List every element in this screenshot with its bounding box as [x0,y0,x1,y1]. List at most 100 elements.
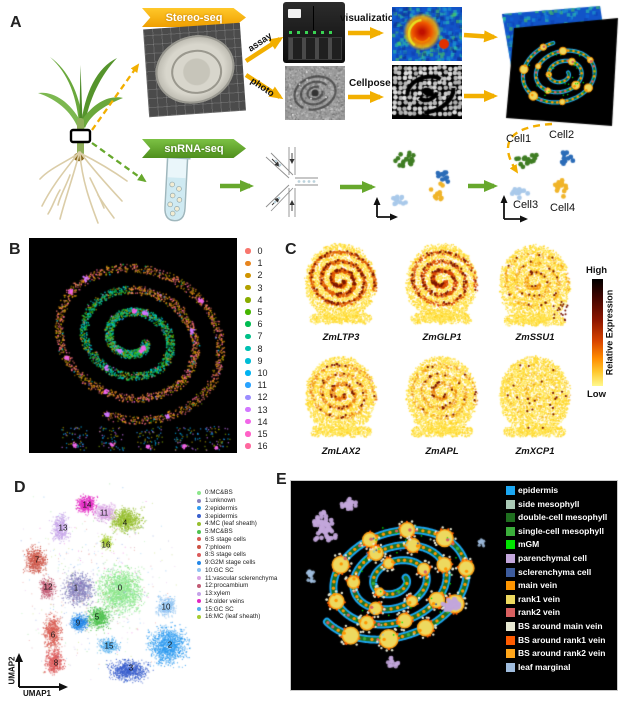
umap-legend-item: 5:MC&BS [197,528,277,536]
umap-axes [15,653,68,691]
umap-legend-swatch [197,576,201,581]
celltype-legend-item: rank1 vein [506,593,607,604]
cluster-legend-swatch [245,260,251,267]
expression-map-zmssu1 [493,241,577,333]
celltype-legend-item: double-cell mesophyll [506,513,607,523]
stereoseq-chip-photo [143,22,246,118]
celltype-legend-item: single-cell mesophyll [506,525,607,536]
panel-letter-b: B [9,241,21,258]
sequencer-image [283,2,345,63]
cluster-legend-swatch [245,248,251,254]
cluster-legend-label: 8 [257,343,263,354]
celltype-legend-swatch [506,540,515,550]
umap-legend-swatch [197,607,201,612]
umap-legend-item: 8:S stage cells [197,551,277,559]
celltype-legend-label: rank2 vein [518,607,561,618]
cluster-legend-item: 13 [245,403,268,415]
cluster-legend-label: 15 [257,428,268,439]
cluster-legend-item: 8 [245,343,268,355]
celltype-legend-item: side mesophyll [506,498,607,509]
cluster-legend-swatch [245,321,251,327]
umap-legend-item: 16:MC (leaf sheath) [197,613,277,621]
umap-legend-item: 2:epidermis [197,505,277,513]
celltype-legend-label: single-cell mesophyll [518,525,604,536]
celltype-legend-swatch [506,567,515,577]
panel-e-celltype-legend: epidermis side mesophyll double-cell mesop… [506,486,607,676]
cluster-legend-label: 0 [257,246,263,257]
umap-legend-label: 10:GC SC [205,566,234,574]
umap-cluster-number: 8 [53,658,59,668]
celltype-legend-label: rank1 vein [518,593,561,604]
celltype-legend-item: parenchymal cell [506,552,607,563]
umap-legend-label: 3:epidermis [205,512,238,520]
celltype-legend-label: parenchymal cell [518,552,587,563]
umap-cluster-number: 12 [43,582,53,592]
cluster-legend-label: 13 [257,404,268,415]
celltype-legend-swatch [506,608,515,618]
cluster-legend-item: 0 [245,245,268,257]
cluster-legend-item: 3 [245,282,268,294]
umap-legend-swatch [197,591,201,596]
celltype-legend-label: side mesophyll [518,498,580,509]
umap-legend-item: 9:G2M stage cells [197,559,277,567]
umap-legend-swatch [197,490,201,495]
umap-legend-item: 6:S stage cells [197,536,277,544]
cluster-legend-item: 14 [245,416,268,428]
panel-b-cluster-legend: 0 1 2 3 4 5 6 7 8 9 10 11 12 13 14 15 16 [245,245,268,452]
celltype-legend-label: BS around rank1 vein [518,634,606,645]
cluster-legend-label: 14 [257,416,268,427]
umap-legend-item: 15:GC SC [197,605,277,613]
cell4-label: Cell4 [550,202,576,214]
umap-cluster-number: 3 [128,663,134,673]
celltype-legend-swatch [506,649,515,659]
umap-legend-item: 13:xylem [197,590,277,598]
cluster-legend-label: 12 [257,392,268,403]
umap-legend-label: 13:xylem [205,590,231,598]
celltype-legend-item: BS around main vein [506,621,607,631]
umap-legend-label: 7:phloem [205,543,231,551]
cluster-legend-swatch [245,431,251,437]
spatial-cluster-map [29,238,237,453]
umap-legend-label: 9:G2M stage cells [205,559,256,567]
umap-legend-label: 12:procambium [205,582,249,590]
celltype-legend-swatch [506,635,515,645]
gene-label-zmapl: ZmAPL [425,446,459,457]
visualization-label: visualization [340,13,401,24]
expression-map-zmltp3 [299,239,383,331]
panel-letter-d: D [14,479,26,497]
umap-legend-label: 16:MC (leaf sheath) [205,613,261,621]
celltype-legend-swatch [506,486,515,495]
cluster-legend-label: 9 [257,355,263,366]
celltype-legend-item: BS around rank2 vein [506,649,607,659]
cluster-legend-item: 5 [245,306,268,318]
expression-colorbar [592,279,603,386]
cellpose-segmentation-image [392,65,462,119]
expression-map-zmapl [400,352,484,444]
colorbar-high-label: High [586,265,608,276]
umap-legend-item: 1:unknown [197,497,277,505]
umap-cluster-number: 1 [73,583,79,593]
celltype-spatial-map [292,483,507,688]
celltype-legend-swatch [506,662,515,672]
umap-legend-swatch [197,537,201,542]
cluster-legend-swatch [245,272,251,279]
celltype-legend-item: BS around rank1 vein [506,634,607,645]
annotated-cell-clusters-plot [500,130,622,224]
cluster-legend-swatch [245,345,251,352]
gene-label-zmltp3: ZmLTP3 [322,332,360,343]
umap-legend-label: 11:vascular sclerenchyma [205,574,278,582]
umap-legend-label: 6:S stage cells [205,535,246,543]
colorbar-axis-label: Relative Expression [604,289,615,376]
celltype-legend-label: epidermis [518,485,559,495]
umap-cluster-number: 2 [167,640,173,650]
umap-legend-swatch [197,552,201,557]
umap-legend-swatch [197,560,201,565]
umap-legend-item: 4:MC (leaf sheath) [197,520,277,528]
umap-legend-label: 2:epidermis [205,504,238,512]
cell3-label: Cell3 [513,199,539,211]
cluster-legend-item: 15 [245,428,268,440]
cluster-legend-item: 10 [245,367,268,379]
cluster-legend-item: 4 [245,294,268,306]
umap-legend-swatch [197,521,201,526]
